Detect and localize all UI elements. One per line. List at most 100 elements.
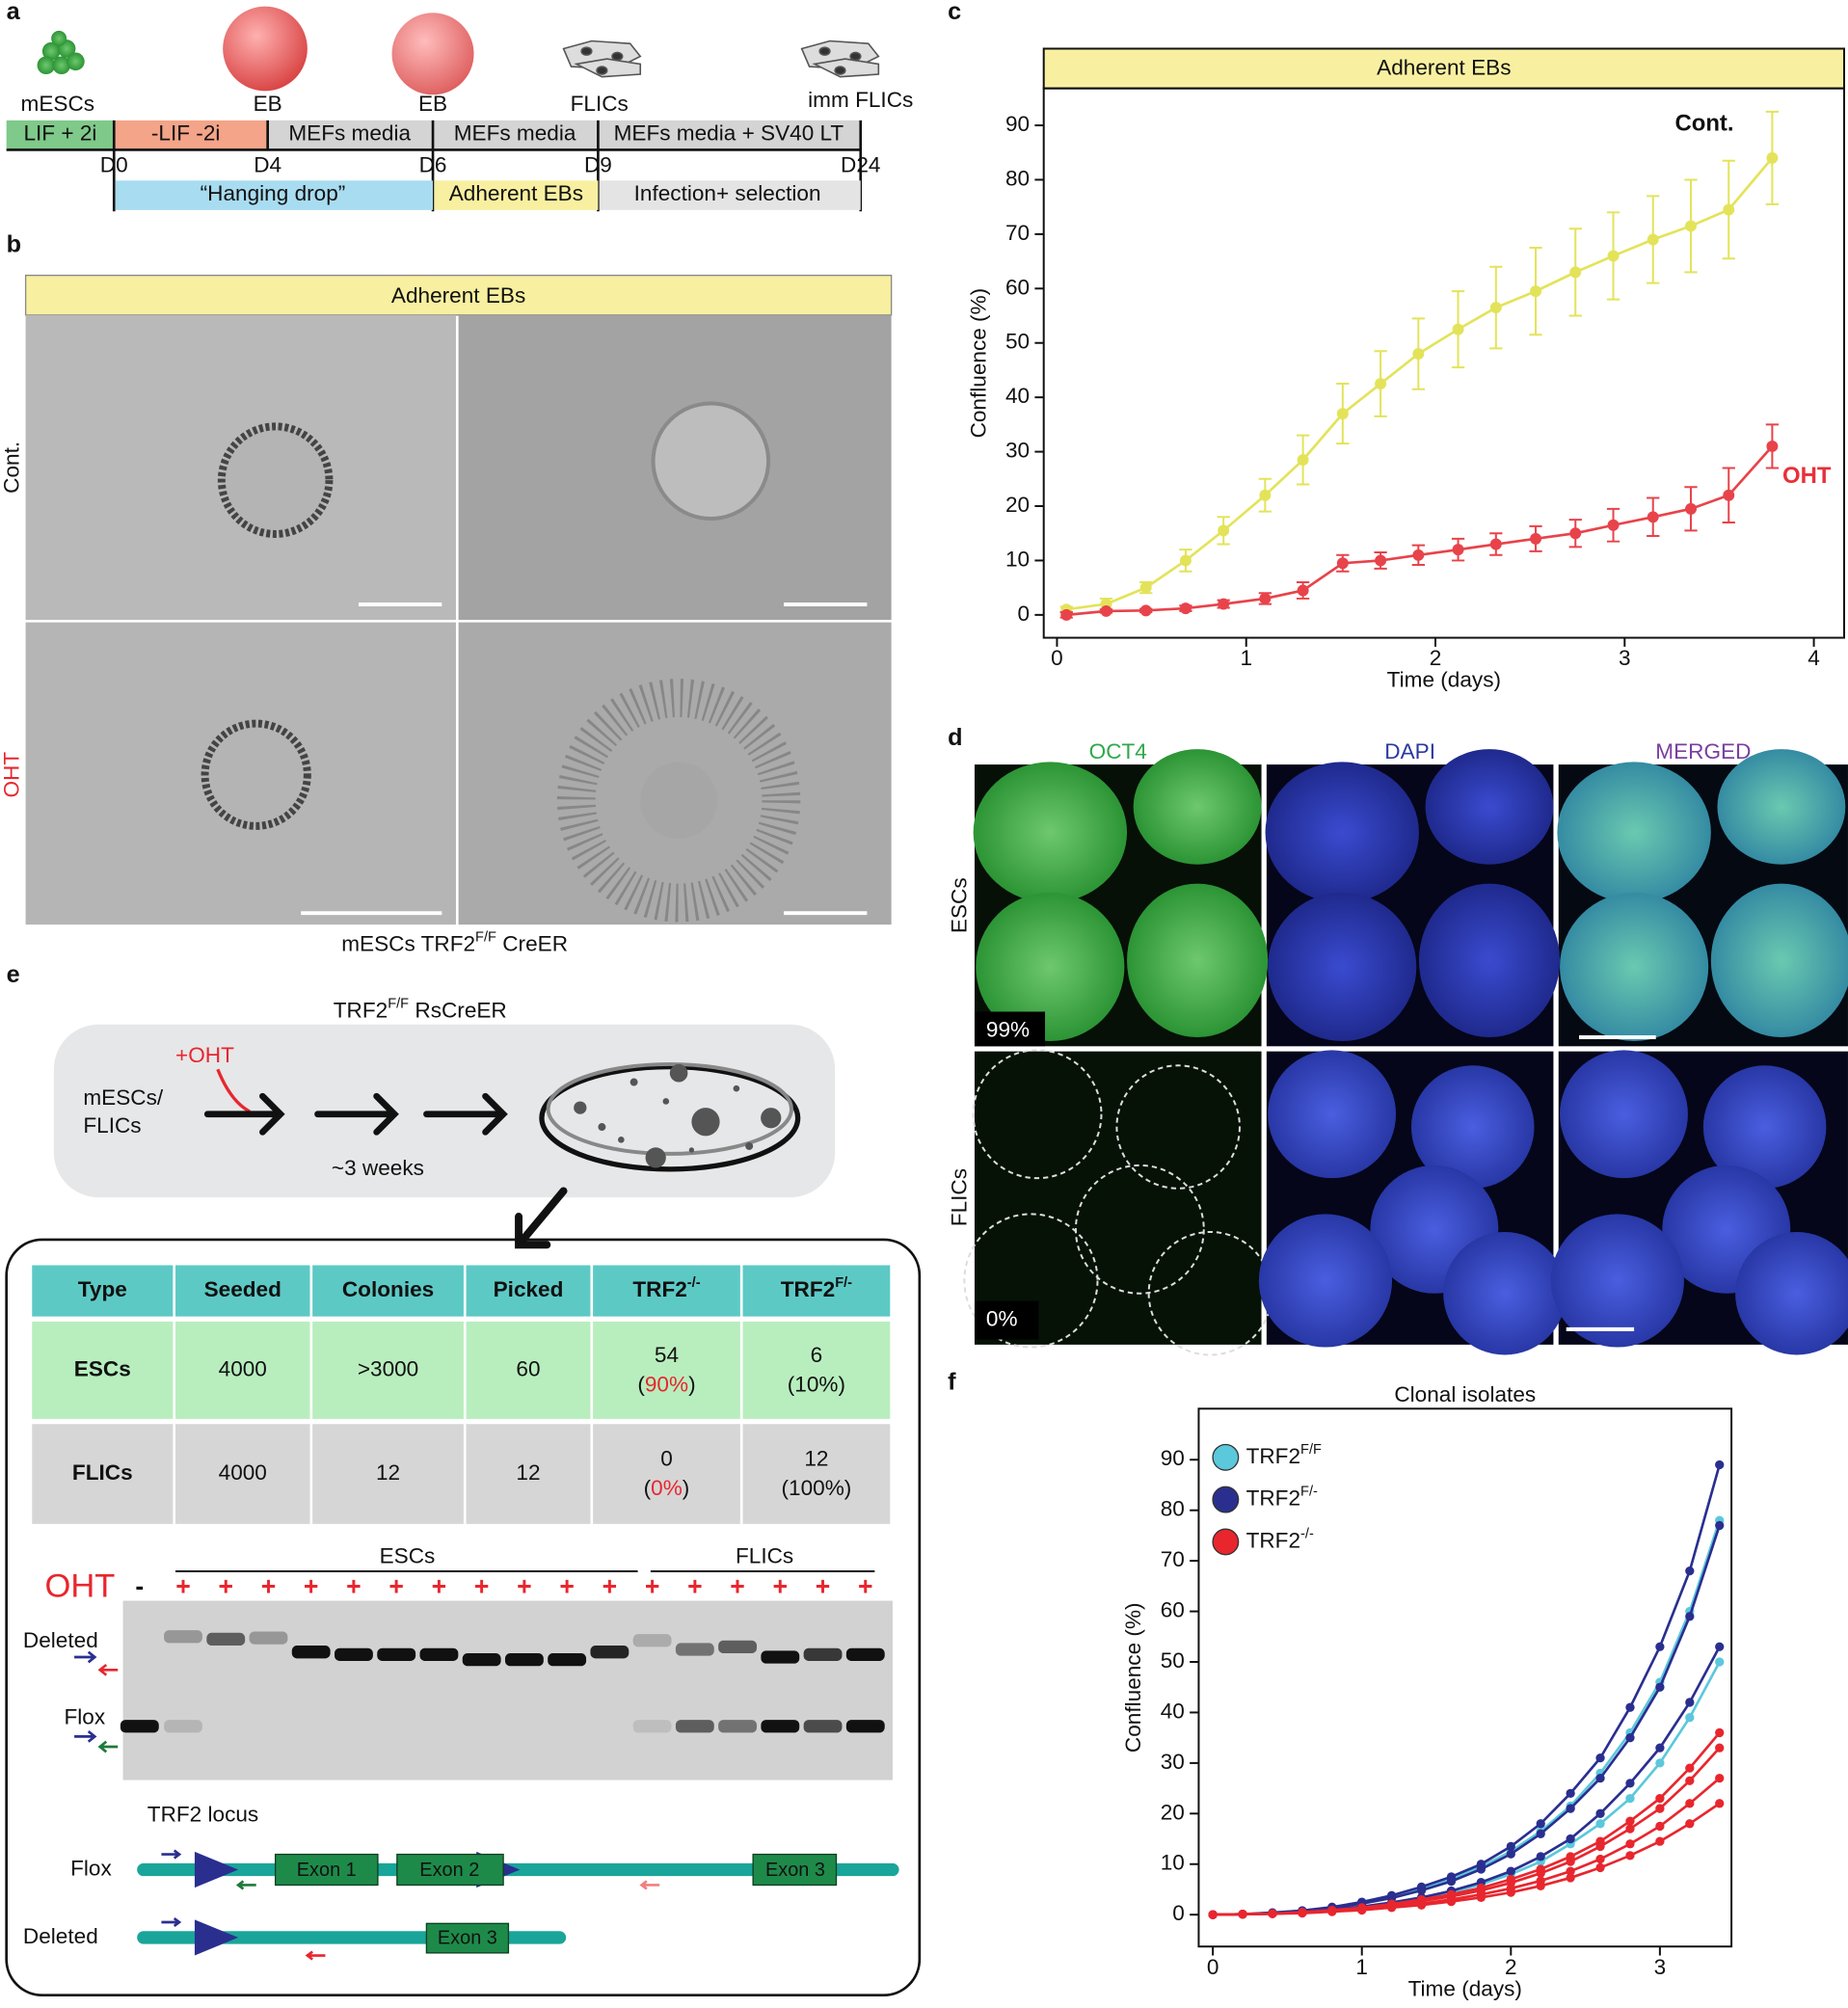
gel-band <box>761 1720 800 1733</box>
data-point <box>1566 1834 1575 1844</box>
legend-sup: F/- <box>1300 1484 1318 1499</box>
table-value: 12 <box>804 1446 828 1470</box>
legend-entry: TRF2F/- <box>1246 1484 1318 1510</box>
header-text: TRF2 <box>632 1277 686 1301</box>
x-tick-label: 4 <box>1808 646 1820 670</box>
table-value: FLICs <box>72 1460 133 1485</box>
lane-label: + <box>730 1571 745 1600</box>
percent-part: ) <box>683 1476 690 1500</box>
table-value: 12 <box>376 1460 400 1485</box>
data-point <box>1060 608 1073 621</box>
data-point <box>1685 502 1697 515</box>
day-label: D24 <box>841 153 880 177</box>
start-label: FLICs <box>83 1113 141 1138</box>
y-tick-label: 10 <box>1161 1851 1185 1875</box>
data-point <box>1297 584 1309 597</box>
percent-part: ) <box>844 1476 852 1500</box>
band-label: Flox <box>64 1705 105 1729</box>
table-cell <box>742 1424 891 1524</box>
y-tick-label: 60 <box>1005 275 1030 299</box>
phase-label: Adherent EBs <box>449 181 583 205</box>
gel-band <box>718 1720 758 1733</box>
column-label: MERGED <box>1655 739 1751 763</box>
strain-sup: F/F <box>388 996 409 1011</box>
data-point <box>1100 604 1112 617</box>
flic-icon <box>562 40 642 78</box>
table-header: Seeded <box>204 1277 281 1301</box>
table-value: 6 <box>811 1343 823 1367</box>
gel-band <box>675 1643 714 1656</box>
legend-marker <box>1212 1443 1240 1471</box>
table-header: TRF2-/- <box>632 1275 700 1301</box>
eb-icon <box>391 13 474 95</box>
data-point <box>1685 1776 1695 1785</box>
column-label: DAPI <box>1384 739 1435 763</box>
duration-label: ~3 weeks <box>332 1156 424 1180</box>
table-cell <box>32 1265 174 1317</box>
locus-title: TRF2 locus <box>147 1803 258 1827</box>
panel-label: d <box>948 724 962 751</box>
header-band <box>24 274 893 316</box>
data-point <box>1715 1520 1725 1531</box>
data-point <box>1715 1642 1725 1651</box>
data-point <box>1566 1804 1575 1813</box>
table-header: Colonies <box>342 1277 434 1301</box>
data-point <box>1595 1773 1605 1783</box>
lane-label: + <box>304 1571 319 1600</box>
y-tick-label: 30 <box>1161 1750 1185 1774</box>
lane-label: + <box>218 1571 233 1600</box>
locus-row: Flox <box>70 1856 112 1880</box>
data-point <box>1607 250 1620 262</box>
lane-label: + <box>773 1571 789 1600</box>
table-value: 4000 <box>219 1460 267 1485</box>
table-percent: (100%) <box>782 1476 852 1500</box>
phase-bar <box>115 180 861 210</box>
data-point <box>1489 302 1502 314</box>
x-tick-label: 2 <box>1430 646 1442 670</box>
chart-title: Adherent EBs <box>1377 56 1511 80</box>
table-header: Picked <box>494 1277 564 1301</box>
data-point <box>1685 1713 1695 1723</box>
media-bar <box>6 120 863 212</box>
lane-label: + <box>687 1571 703 1600</box>
treatment-label: +OHT <box>175 1043 234 1067</box>
data-point <box>1489 538 1502 550</box>
series-line <box>1213 1519 1721 1916</box>
plot-frame <box>1197 1407 1733 1948</box>
lane-label: + <box>388 1571 404 1600</box>
stage-label: mESCs <box>21 92 95 116</box>
table-cell <box>742 1265 891 1317</box>
y-tick-label: 30 <box>1005 439 1030 463</box>
exon-label: Exon 3 <box>438 1928 497 1949</box>
data-point <box>1625 1779 1635 1788</box>
data-point <box>1238 1910 1247 1919</box>
data-point <box>1647 511 1659 523</box>
gel-band <box>590 1646 629 1659</box>
flic-icon <box>800 40 880 78</box>
legend-sup: -/- <box>1300 1526 1314 1541</box>
data-point <box>1446 1896 1457 1907</box>
series-label: Cont. <box>1674 111 1733 137</box>
data-point <box>1566 1866 1575 1876</box>
lane-label: + <box>346 1571 362 1600</box>
data-point <box>1452 323 1464 335</box>
percent-part: ( <box>644 1476 652 1500</box>
gel-band <box>377 1647 416 1661</box>
data-point <box>1336 557 1349 570</box>
header-sup: -/- <box>687 1275 701 1291</box>
data-point <box>1685 1566 1695 1576</box>
media-label: LIF + 2i <box>23 120 96 145</box>
gel-group: FLICs <box>736 1543 793 1567</box>
data-point <box>1715 1459 1725 1470</box>
plot-frame <box>1042 87 1845 639</box>
y-tick-label: 10 <box>1005 547 1030 571</box>
data-point <box>1723 203 1735 216</box>
percent-part: 10% <box>794 1372 838 1396</box>
table-value: >3000 <box>358 1356 418 1380</box>
media-label: MEFs media <box>454 120 576 145</box>
data-point <box>1452 544 1464 556</box>
data-point <box>1595 1854 1605 1864</box>
stage-label: imm FLICs <box>808 88 913 112</box>
legend-name: TRF2 <box>1246 1486 1300 1511</box>
x-tick-label: 1 <box>1240 646 1252 670</box>
